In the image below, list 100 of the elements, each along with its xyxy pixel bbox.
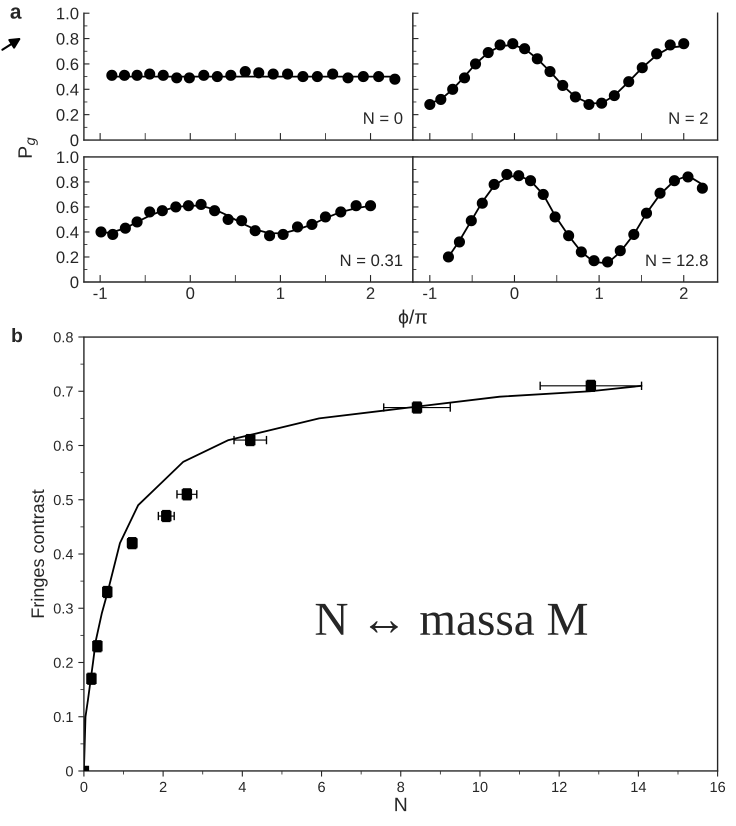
y-tick-label: 0.2	[56, 251, 78, 264]
point	[538, 188, 549, 200]
annotation: N = 0.31	[340, 254, 402, 266]
point	[636, 62, 648, 74]
point	[342, 72, 354, 84]
point	[519, 43, 530, 54]
point	[312, 71, 323, 82]
point	[588, 255, 600, 266]
point	[623, 76, 634, 88]
x-tick-label: -1	[423, 287, 436, 299]
point	[132, 216, 143, 228]
point	[476, 198, 488, 209]
x-tick-label: 4	[238, 782, 246, 792]
point	[320, 211, 332, 223]
point	[550, 211, 561, 223]
point	[132, 70, 143, 81]
y-tick-label: 0.6	[56, 201, 78, 214]
point	[198, 70, 210, 81]
point	[171, 72, 182, 84]
point	[507, 38, 518, 50]
x-tick-label: 2	[366, 287, 374, 299]
point	[424, 98, 436, 110]
y-tick-label: 0.8	[54, 332, 73, 342]
point	[250, 225, 261, 236]
point	[435, 94, 446, 105]
x-tick-label: 2	[160, 782, 166, 792]
y-tick-label: 0.6	[54, 440, 73, 451]
point	[225, 70, 236, 81]
point	[678, 38, 690, 50]
y-tick-label: 0.1	[54, 712, 73, 722]
point	[240, 66, 251, 78]
point	[335, 206, 346, 218]
text: a	[10, 7, 22, 19]
point	[454, 236, 466, 248]
y-tick-label: 0.8	[56, 176, 78, 188]
y-tick-label: 0.4	[56, 226, 79, 238]
point	[563, 230, 574, 242]
point	[373, 71, 384, 82]
annotation: N = 0	[364, 112, 402, 124]
point	[327, 68, 338, 80]
point	[583, 98, 595, 110]
point	[156, 205, 168, 216]
point	[196, 198, 207, 210]
point	[118, 70, 130, 81]
point	[278, 228, 289, 240]
point	[501, 168, 512, 180]
point	[544, 66, 556, 78]
point	[236, 215, 248, 226]
point	[120, 222, 131, 234]
point	[182, 200, 194, 212]
y-tick-label: 0.6	[56, 58, 78, 70]
point	[696, 182, 708, 194]
point	[222, 214, 234, 226]
point	[264, 230, 276, 242]
x-axis-title: ϕ/π	[398, 310, 427, 328]
x-tick-label: 0	[80, 782, 88, 792]
y-tick-label: 0	[70, 134, 78, 146]
x-axis-title: N	[395, 798, 406, 812]
point	[557, 80, 568, 92]
point	[209, 205, 220, 216]
point	[107, 228, 118, 240]
point	[292, 221, 304, 233]
x-tick-label: 12	[552, 782, 567, 792]
point	[470, 58, 482, 70]
x-tick-label: 10	[472, 782, 488, 792]
point	[458, 72, 470, 84]
point	[442, 251, 454, 263]
point	[596, 98, 608, 109]
y-tick-label: 0	[70, 276, 78, 288]
y-axis-title: Fringes contrast	[30, 489, 48, 618]
point	[482, 46, 494, 58]
point	[350, 200, 362, 212]
point	[144, 68, 156, 80]
point	[664, 39, 676, 50]
y-tick-label: 1.0	[57, 151, 78, 164]
point	[640, 208, 652, 219]
point	[144, 206, 156, 218]
point	[95, 226, 107, 238]
point	[253, 67, 264, 78]
x-tick-label: 14	[631, 782, 646, 792]
point	[602, 256, 614, 268]
point	[532, 53, 543, 64]
y-tick-label: 0.5	[54, 494, 73, 506]
point	[106, 70, 118, 81]
annotation: N = 12.8	[646, 254, 708, 266]
point	[682, 171, 694, 183]
point	[389, 74, 400, 85]
point	[570, 91, 581, 102]
point	[306, 218, 318, 230]
annotation: N ↔ massa M	[316, 604, 588, 636]
point	[158, 70, 169, 81]
x-tick-label: 0	[510, 287, 518, 300]
point	[524, 175, 536, 186]
point	[212, 71, 223, 82]
point	[297, 71, 308, 82]
point	[282, 68, 294, 80]
y-tick-label: 1.0	[57, 8, 78, 20]
point	[494, 39, 506, 50]
y-tick-label: 0.2	[54, 658, 73, 668]
point	[668, 175, 680, 186]
